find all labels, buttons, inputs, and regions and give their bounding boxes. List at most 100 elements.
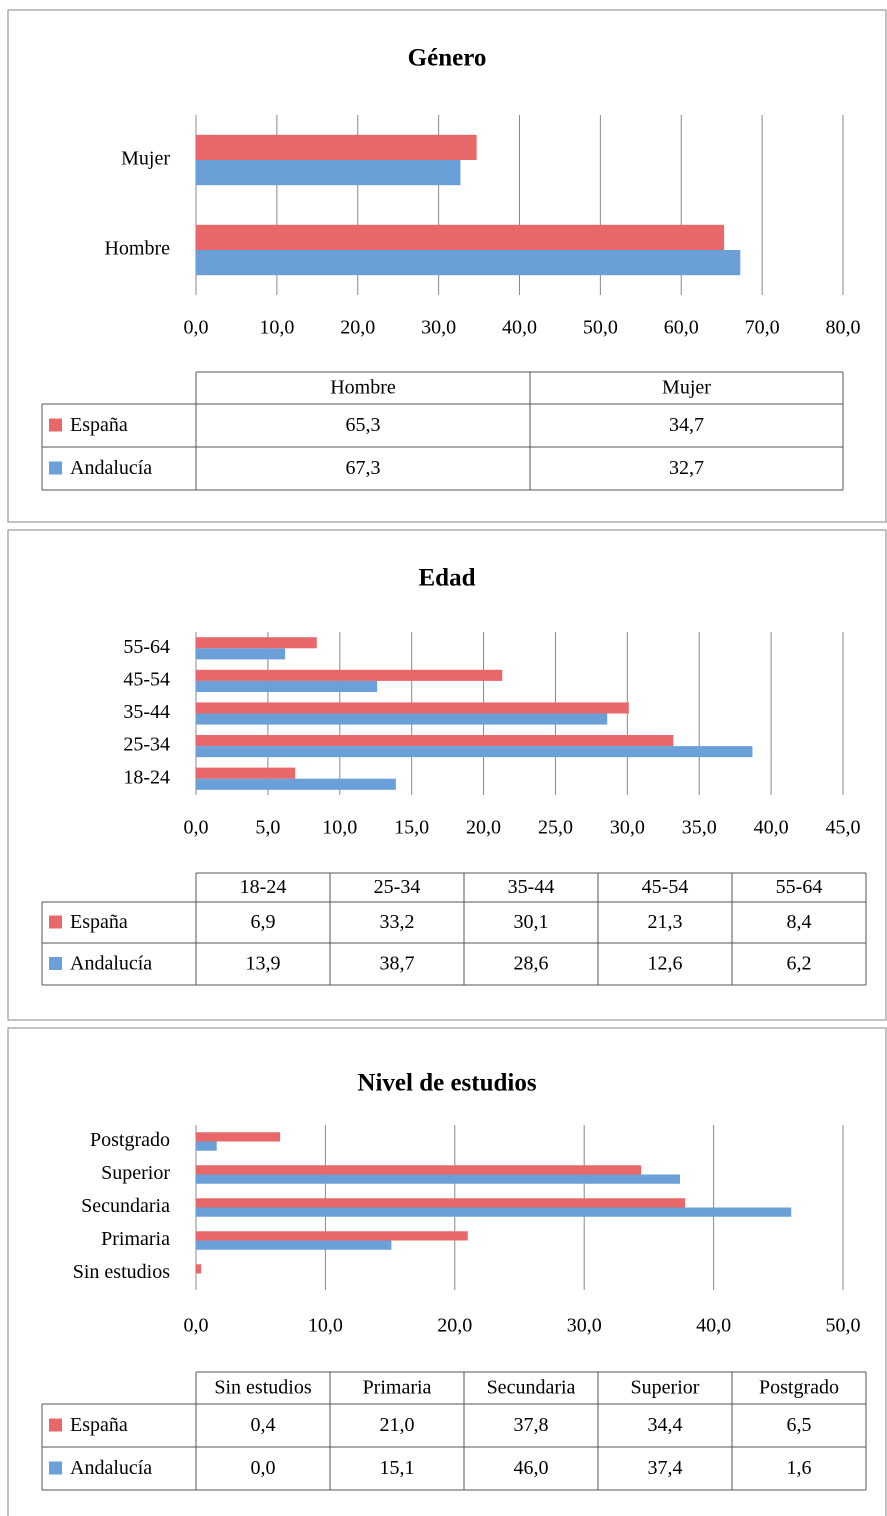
bar [196,250,741,276]
legend-label: Andalucía [70,1457,152,1479]
chart-title: Edad [419,565,476,592]
table-header: Sin estudios [214,1377,311,1399]
table-value: 30,1 [514,911,549,933]
bar [196,1132,281,1142]
table-value: 32,7 [669,457,704,479]
bar [196,1240,392,1250]
x-tick-label: 40,0 [502,317,537,339]
y-tick-label: Primaria [101,1228,170,1250]
table-value: 6,2 [787,953,812,975]
x-tick-label: 50,0 [583,317,618,339]
legend-swatch [49,418,62,432]
bar [196,669,503,681]
table-header: Hombre [330,377,396,399]
table-header: 45-54 [642,876,689,898]
panel-border [7,1027,887,1516]
table-value: 8,4 [787,911,812,933]
x-tick-label: 10,0 [308,1315,343,1337]
chart-panel: Edad 0,0 5,0 10,0 15,0 20,0 25,0 30,0 35,0 40,0 45… [7,529,887,1021]
table-value: 38,7 [380,953,415,975]
table-header: Primaria [363,1377,432,1399]
x-tick-label: 0,0 [184,317,209,339]
legend-label: Andalucía [70,953,152,975]
legend-label: Andalucía [70,457,152,479]
table-value: 67,3 [346,457,381,479]
y-tick-label: 55-64 [123,636,170,658]
table-header: 18-24 [240,876,287,898]
chart-panel: Género 0,0 10,0 20,0 30,0 40,0 50,0 60,0 70,0 80,… [7,9,887,523]
y-tick-label: 18-24 [123,766,170,788]
x-tick-label: 40,0 [696,1315,731,1337]
table-value: 1,6 [787,1457,812,1479]
x-tick-label: 0,0 [184,817,209,839]
table-value: 0,4 [251,1414,276,1436]
table-header: Superior [631,1377,700,1399]
y-tick-label: Superior [101,1162,170,1184]
x-tick-label: 30,0 [610,817,645,839]
bar [196,735,674,747]
x-tick-label: 10,0 [259,317,294,339]
table-value: 37,8 [514,1414,549,1436]
table-value: 65,3 [346,414,381,436]
table-value: 6,5 [787,1414,812,1436]
table-value: 34,7 [669,414,704,436]
chart-title: Género [408,45,487,72]
bar [196,1141,217,1151]
bar [196,713,608,725]
table-value: 0,0 [251,1457,276,1479]
table-header: Secundaria [487,1377,576,1399]
bar [196,702,629,714]
table-value: 15,1 [380,1457,415,1479]
x-tick-label: 35,0 [682,817,717,839]
x-tick-label: 15,0 [394,817,429,839]
table-header: 25-34 [374,876,421,898]
x-tick-label: 60,0 [664,317,699,339]
table-value: 6,9 [251,911,276,933]
x-tick-label: 45,0 [826,817,861,839]
table-value: 33,2 [380,911,415,933]
legend-swatch [49,1418,62,1432]
y-tick-label: Mujer [121,148,170,170]
x-tick-label: 30,0 [421,317,456,339]
table-value: 46,0 [514,1457,549,1479]
panel-border [7,9,887,523]
x-tick-label: 20,0 [466,817,501,839]
y-tick-label: 45-54 [123,668,170,690]
x-tick-label: 5,0 [255,817,280,839]
x-tick-label: 80,0 [826,317,861,339]
bar [196,1264,202,1274]
table-value: 34,4 [648,1414,683,1436]
table-header: 55-64 [776,876,823,898]
table-value: 13,9 [246,953,281,975]
bar [196,680,378,692]
x-tick-label: 70,0 [745,317,780,339]
legend-swatch [49,461,62,475]
table-value: 21,3 [648,911,683,933]
legend-label: España [70,414,128,436]
legend-swatch [49,915,62,929]
y-tick-label: 25-34 [123,734,170,756]
table-value: 37,4 [648,1457,683,1479]
table-header: Postgrado [759,1377,839,1399]
x-tick-label: 20,0 [437,1315,472,1337]
x-tick-label: 25,0 [538,817,573,839]
bar [196,1207,792,1217]
bar [196,1174,680,1184]
chart-panel: Nivel de estudios 0,0 10,0 20,0 30,0 40,0 50,0… [7,1027,887,1516]
table-header: Mujer [662,377,711,399]
table-value: 28,6 [514,953,549,975]
table-value: 12,6 [648,953,683,975]
y-tick-label: Secundaria [81,1195,170,1217]
bar [196,648,286,660]
x-tick-label: 20,0 [340,317,375,339]
bar [196,767,296,779]
x-tick-label: 40,0 [754,817,789,839]
bar [196,160,461,186]
x-tick-label: 50,0 [826,1315,861,1337]
x-tick-label: 10,0 [322,817,357,839]
table-value: 21,0 [380,1414,415,1436]
legend-swatch [49,1461,62,1475]
legend-label: España [70,1414,128,1436]
bar [196,1231,468,1241]
